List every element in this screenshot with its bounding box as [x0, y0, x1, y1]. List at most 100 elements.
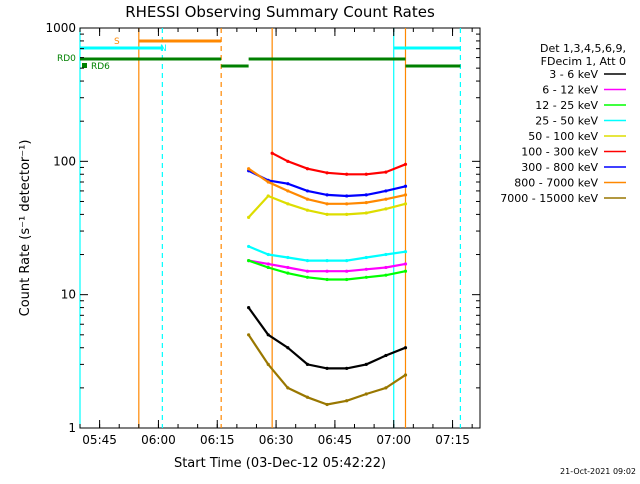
data-point [286, 265, 290, 270]
x-tick-label: 07:15 [435, 433, 470, 447]
data-point [286, 159, 290, 163]
data-point [384, 189, 388, 193]
y-tick-label: 1 [68, 421, 76, 435]
data-point [247, 259, 251, 263]
data-point [345, 212, 349, 216]
rd6-marker [82, 63, 87, 68]
data-point [266, 265, 270, 270]
data-point [384, 197, 388, 201]
data-point [325, 366, 329, 370]
data-point [247, 333, 251, 337]
data-point [266, 252, 270, 257]
legend: Det 1,3,4,5,6,9,FDecim 1, Att 03 - 6 keV… [500, 42, 626, 205]
data-point [305, 269, 310, 273]
data-point [403, 193, 408, 197]
data-point [364, 211, 368, 215]
data-point [247, 167, 251, 171]
data-point [345, 202, 349, 206]
x-tick-label: 06:00 [141, 433, 176, 447]
data-point [364, 201, 368, 205]
data-point [325, 402, 329, 407]
data-point [345, 399, 349, 403]
data-point [403, 184, 408, 188]
x-tick-label: 06:15 [200, 433, 235, 447]
data-point [325, 193, 329, 197]
legend-entry-label: 7000 - 15000 keV [500, 192, 598, 205]
data-point [403, 162, 408, 166]
data-point [384, 207, 388, 211]
y-axis-label: Count Rate (s⁻¹ detector⁻¹) [18, 140, 33, 317]
data-point [384, 386, 388, 390]
y-tick-label: 1000 [45, 21, 76, 35]
data-point [403, 262, 408, 266]
data-point [247, 244, 251, 249]
data-point [364, 362, 368, 366]
data-point [325, 212, 329, 216]
data-point [266, 362, 270, 366]
data-point [403, 346, 408, 350]
data-point [305, 197, 310, 201]
data-point [345, 172, 349, 176]
data-point [305, 208, 310, 212]
data-point [305, 275, 310, 279]
data-point [247, 215, 251, 219]
data-point [266, 180, 270, 184]
data-point [364, 193, 368, 197]
data-point [305, 259, 310, 263]
data-point [384, 273, 388, 277]
legend-entry-label: 800 - 7000 keV [514, 177, 598, 190]
data-point [286, 386, 290, 390]
data-point [364, 255, 368, 260]
legend-entry-label: 3 - 6 keV [549, 68, 598, 81]
data-point [384, 265, 388, 270]
data-point [305, 362, 310, 366]
data-point [325, 277, 329, 282]
footer-timestamp: 21-Oct-2021 09:02 [560, 467, 636, 476]
data-point [286, 271, 290, 275]
axis-layer: 05:45 06:00 06:15 06:30 06:45 07:00 07:15 1 10 10… [45, 21, 480, 447]
legend-header-line: Det 1,3,4,5,6,9, [540, 42, 626, 55]
data-point [345, 366, 349, 370]
data-point [403, 250, 408, 254]
data-point [364, 267, 368, 271]
data-point [305, 189, 310, 193]
data-point [286, 346, 290, 350]
y-tick-label: 10 [61, 288, 76, 302]
x-tick-label: 06:30 [259, 433, 294, 447]
data-point [345, 277, 349, 282]
data-point [325, 171, 329, 175]
data-point [364, 392, 368, 396]
series-line [271, 152, 406, 176]
rd0-label: RD0 [57, 54, 76, 64]
legend-entry-label: 100 - 300 keV [521, 146, 598, 159]
legend-header-line: FDecim 1, Att 0 [541, 55, 626, 68]
data-point [345, 194, 349, 198]
x-tick-label: 07:00 [376, 433, 411, 447]
legend-entry-label: 50 - 100 keV [528, 130, 598, 143]
data-point [247, 305, 251, 310]
chart-title: RHESSI Observing Summary Count Rates [125, 3, 435, 21]
legend-entry-label: 300 - 800 keV [521, 161, 598, 174]
data-point [345, 269, 349, 273]
data-point [325, 202, 329, 206]
night-label: N [160, 44, 167, 54]
annotation-layer: S N RD0 RD6 [57, 28, 461, 428]
data-point [364, 172, 368, 176]
data-point [266, 194, 270, 198]
data-point [305, 167, 310, 171]
data-point [403, 202, 408, 206]
x-axis-label: Start Time (03-Dec-12 05:42:22) [174, 456, 386, 471]
data-point [286, 202, 290, 206]
legend-entry-label: 12 - 25 keV [535, 99, 598, 112]
data-point [286, 189, 290, 193]
data-point [286, 255, 290, 260]
y-tick-label: 100 [53, 154, 76, 168]
data-point [325, 269, 329, 273]
data-point [345, 259, 349, 263]
plot-frame [79, 27, 481, 429]
rd6-label: RD6 [91, 62, 110, 72]
saa-label: S [114, 37, 120, 47]
data-point [364, 275, 368, 279]
data-point [384, 252, 388, 257]
data-point [266, 333, 270, 337]
